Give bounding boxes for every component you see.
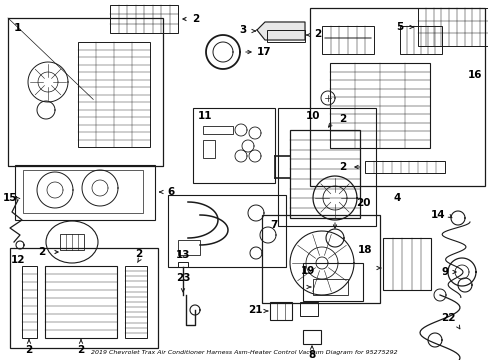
- Bar: [382, 238, 430, 290]
- Bar: [125, 266, 147, 338]
- Bar: [203, 140, 215, 158]
- Bar: [266, 30, 305, 42]
- Text: 21: 21: [247, 305, 262, 315]
- Text: 2: 2: [339, 162, 346, 172]
- Bar: [193, 108, 274, 183]
- Bar: [329, 63, 429, 148]
- Bar: [45, 266, 117, 338]
- Text: 3: 3: [239, 25, 246, 35]
- Text: 6: 6: [167, 187, 174, 197]
- Text: 5: 5: [396, 22, 403, 32]
- Bar: [78, 42, 150, 147]
- Text: 22: 22: [440, 313, 454, 323]
- Text: 13: 13: [175, 250, 190, 260]
- Text: 2: 2: [25, 345, 33, 355]
- Text: 4: 4: [392, 193, 400, 203]
- Bar: [289, 130, 359, 218]
- Bar: [10, 248, 158, 348]
- Text: 9: 9: [441, 267, 447, 277]
- Text: 10: 10: [305, 111, 320, 121]
- Bar: [303, 263, 362, 301]
- Text: 2: 2: [314, 29, 321, 39]
- Bar: [178, 262, 187, 267]
- Bar: [22, 266, 37, 338]
- Text: 2019 Chevrolet Trax Air Conditioner Harness Asm-Heater Control Vacuum Diagram fo: 2019 Chevrolet Trax Air Conditioner Harn…: [90, 350, 397, 355]
- Bar: [60, 234, 84, 250]
- Bar: [168, 195, 285, 267]
- Text: 2: 2: [135, 249, 142, 259]
- Text: 18: 18: [357, 245, 371, 255]
- Bar: [278, 108, 375, 226]
- Text: 11: 11: [197, 111, 212, 121]
- Bar: [23, 170, 142, 213]
- Bar: [312, 279, 347, 295]
- Polygon shape: [257, 22, 305, 40]
- Bar: [8, 18, 163, 166]
- Bar: [364, 161, 444, 173]
- Text: 20: 20: [355, 198, 369, 208]
- Text: 17: 17: [256, 47, 271, 57]
- Text: 7: 7: [270, 220, 277, 230]
- Bar: [321, 26, 373, 54]
- Bar: [303, 330, 320, 344]
- Text: 12: 12: [11, 255, 25, 265]
- Text: 1: 1: [14, 23, 22, 33]
- Bar: [399, 26, 441, 54]
- Text: 2: 2: [339, 114, 346, 124]
- Bar: [299, 302, 317, 316]
- Text: 2: 2: [77, 345, 84, 355]
- Bar: [269, 302, 291, 320]
- Bar: [417, 8, 487, 46]
- Text: 16: 16: [467, 70, 481, 80]
- Text: 19: 19: [300, 266, 315, 276]
- Bar: [178, 240, 200, 255]
- Bar: [15, 165, 155, 220]
- Text: 8: 8: [308, 350, 315, 360]
- Bar: [110, 5, 178, 33]
- Text: 14: 14: [430, 210, 445, 220]
- Text: 2: 2: [192, 14, 199, 24]
- Bar: [203, 126, 232, 134]
- Text: 23: 23: [175, 273, 190, 283]
- Text: 15: 15: [3, 193, 17, 203]
- Bar: [262, 215, 379, 303]
- Bar: [309, 8, 484, 186]
- Text: 2: 2: [38, 247, 45, 257]
